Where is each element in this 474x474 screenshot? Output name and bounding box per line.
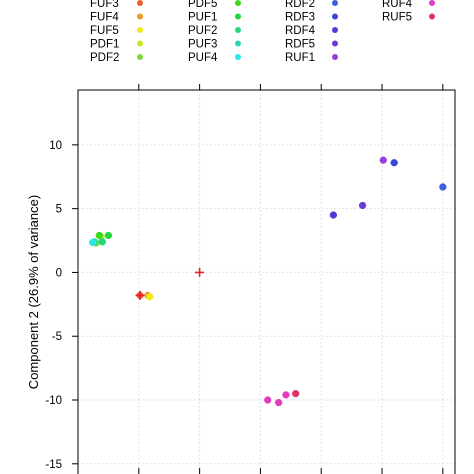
legend-label: PDF2	[90, 52, 119, 64]
legend-label: FUF3	[90, 0, 119, 10]
data-point	[264, 396, 272, 404]
data-point	[98, 238, 106, 246]
data-points	[88, 156, 447, 407]
legend-marker	[137, 54, 143, 60]
legend-marker	[137, 27, 143, 33]
legend-marker	[332, 13, 338, 20]
data-point	[358, 201, 367, 210]
y-tick-label: -10	[45, 395, 62, 407]
axis-ticks: -15 -10 -5 0 5 10	[45, 84, 444, 474]
y-axis-label: Component 2 (26.9% of variance)	[26, 195, 41, 389]
data-point	[292, 389, 300, 398]
legend-marker	[332, 54, 338, 60]
data-point	[104, 231, 113, 240]
legend-label: RDF3	[285, 12, 315, 24]
legend-marker	[137, 40, 143, 47]
data-point	[95, 231, 103, 240]
legend-label: RUF4	[382, 0, 413, 10]
legend-marker	[429, 0, 435, 6]
legend-marker	[137, 13, 143, 20]
y-tick-label: 0	[56, 267, 62, 279]
y-tick-label: -15	[45, 459, 62, 471]
data-point	[379, 156, 387, 164]
plot-frame	[77, 89, 456, 474]
data-point	[329, 211, 338, 219]
legend-marker	[235, 27, 241, 33]
legend-marker	[235, 54, 241, 60]
data-point	[390, 159, 398, 167]
legend-marker	[429, 13, 435, 20]
data-point	[275, 398, 283, 407]
legend-label: PUF1	[188, 12, 217, 24]
legend-marker	[235, 40, 241, 47]
data-point	[282, 391, 290, 399]
legend-label: PDF5	[188, 0, 217, 10]
y-tick-label: 5	[56, 204, 62, 216]
legend-marker	[235, 0, 241, 6]
legend-label: PUF4	[188, 52, 218, 64]
y-tick-label: -5	[52, 331, 62, 343]
legend-label: PUF3	[188, 39, 217, 51]
data-point	[439, 183, 447, 191]
data-point	[146, 293, 154, 301]
legend-label: PDF1	[90, 39, 119, 51]
legend-label: RDF2	[285, 0, 315, 10]
legend-label: RDF4	[285, 25, 316, 37]
legend-marker	[332, 27, 338, 33]
legend-marker	[137, 0, 143, 6]
legend-label: RUF1	[285, 52, 315, 64]
legend-marker	[235, 13, 241, 20]
legend-marker	[332, 40, 338, 47]
legend-label: FUF4	[90, 12, 119, 24]
legend-label: FUF5	[90, 25, 119, 37]
legend-marker	[332, 0, 338, 6]
y-tick-label: 10	[49, 140, 62, 152]
legend-label: RUF5	[382, 12, 412, 24]
data-point	[88, 238, 97, 247]
legend-label: PUF2	[188, 25, 217, 37]
legend-label: RDF5	[285, 39, 315, 51]
chart-grid	[78, 90, 455, 474]
